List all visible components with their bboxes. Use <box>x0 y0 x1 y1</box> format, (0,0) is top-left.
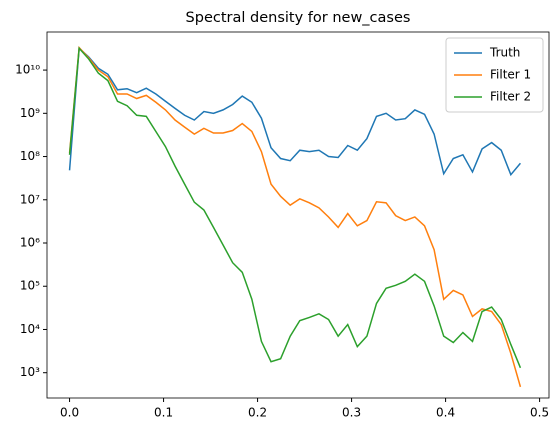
legend-label: Truth <box>489 46 520 60</box>
y-tick-label: 10⁷ <box>20 192 40 206</box>
y-tick-label: 10⁸ <box>20 149 40 163</box>
chart-title: Spectral density for new_cases <box>186 10 411 26</box>
y-tick-label: 10¹⁰ <box>15 63 40 77</box>
legend-box <box>445 37 544 113</box>
y-tick-label: 10³ <box>20 365 40 379</box>
plot-frame <box>46 31 550 399</box>
y-tick-label: 10⁹ <box>20 106 40 120</box>
x-tick-label: 0.1 <box>154 406 173 420</box>
legend-label: Filter 2 <box>490 90 531 104</box>
legend-label: Filter 1 <box>490 68 531 82</box>
x-tick-label: 0.5 <box>530 406 549 420</box>
x-tick-label: 0.0 <box>60 406 79 420</box>
line-series <box>68 46 521 177</box>
x-tick-label: 0.4 <box>436 406 455 420</box>
x-tick-label: 0.2 <box>248 406 267 420</box>
y-tick-label: 10⁶ <box>20 236 40 250</box>
y-tick-label: 10⁴ <box>20 322 40 336</box>
line-series <box>68 45 522 388</box>
line-series <box>68 46 522 369</box>
x-tick-label: 0.3 <box>342 406 361 420</box>
legend: Truth Filter 1 Filter 2 <box>445 37 544 113</box>
y-tick-label: 10⁵ <box>20 279 40 293</box>
